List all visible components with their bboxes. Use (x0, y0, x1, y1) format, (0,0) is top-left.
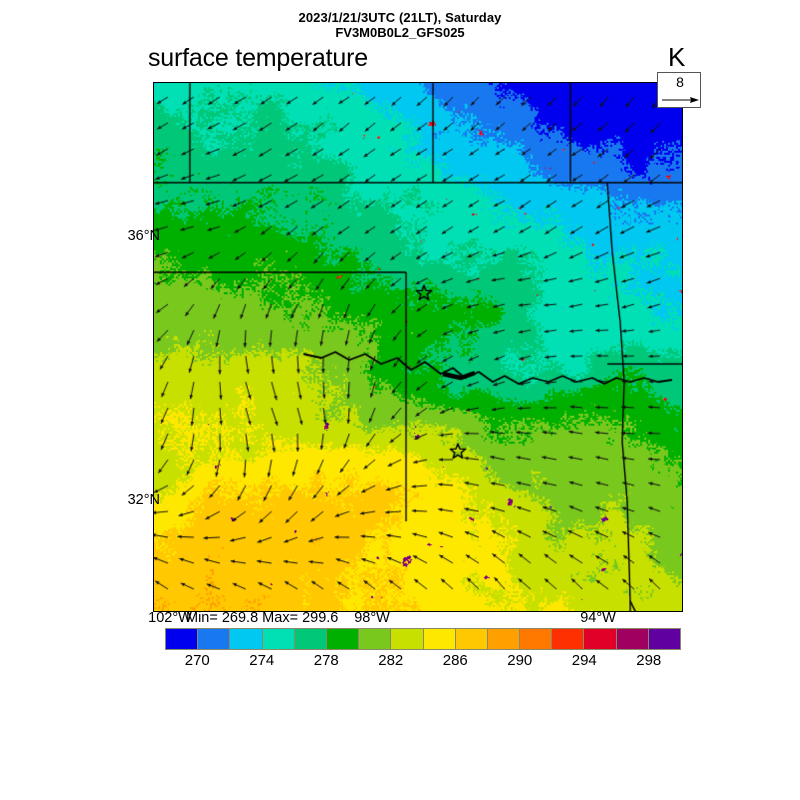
colorbar-segment (423, 629, 456, 649)
colorbar-segment (166, 629, 199, 649)
minmax-statistics: Min= 269.8 Max= 299.6 (186, 610, 339, 626)
lon-label-94w: 94°W (580, 610, 616, 626)
colorbar-segment (326, 629, 360, 649)
lon-label-98w: 98°W (354, 610, 390, 626)
colorbar-segment (230, 629, 263, 649)
title-model: FV3M0B0L2_GFS025 (335, 25, 465, 40)
colorbar-tick-label: 298 (636, 652, 662, 669)
colorbar-segment (359, 629, 392, 649)
colorbar-segment (198, 629, 231, 649)
colorbar-segment (487, 629, 521, 649)
lon-label-102w: 102°W (148, 610, 192, 626)
colorbar-tick-label: 274 (249, 652, 275, 669)
temperature-heatmap (154, 83, 682, 611)
colorbar-segment (552, 629, 585, 649)
colorbar-segment (294, 629, 327, 649)
colorbar-segment (391, 629, 424, 649)
units-label: K (668, 42, 686, 72)
map-plot-area[interactable] (153, 82, 683, 612)
colorbar-segment (262, 629, 295, 649)
title-datetime: 2023/1/21/3UTC (21LT), Saturday (298, 10, 502, 25)
colorbar-tick-label: 278 (313, 652, 339, 669)
colorbar-gradient (165, 628, 681, 650)
colorbar-segment (584, 629, 617, 649)
colorbar-segment (455, 629, 488, 649)
wind-vector-legend: 8 (657, 72, 701, 108)
header-block: 2023/1/21/3UTC (21LT), Saturday FV3M0B0L… (0, 10, 800, 40)
colorbar-segment (616, 629, 649, 649)
colorbar-segment (520, 629, 553, 649)
lat-label-36n: 36°N (127, 228, 160, 244)
colorbar-tick-label: 290 (507, 652, 533, 669)
colorbar-tick-label: 282 (378, 652, 404, 669)
colorbar-segment (648, 629, 680, 649)
colorbar-tick-label: 286 (442, 652, 468, 669)
colorbar-tick-label: 270 (184, 652, 210, 669)
lat-label-32n: 32°N (127, 492, 160, 508)
right-arrow-icon (662, 97, 699, 103)
page-title: surface temperature (148, 44, 368, 72)
wind-legend-value: 8 (676, 74, 684, 90)
colorbar[interactable]: 270 274 278 282 286 290 294 298 (165, 628, 681, 669)
colorbar-tick-label: 294 (571, 652, 597, 669)
